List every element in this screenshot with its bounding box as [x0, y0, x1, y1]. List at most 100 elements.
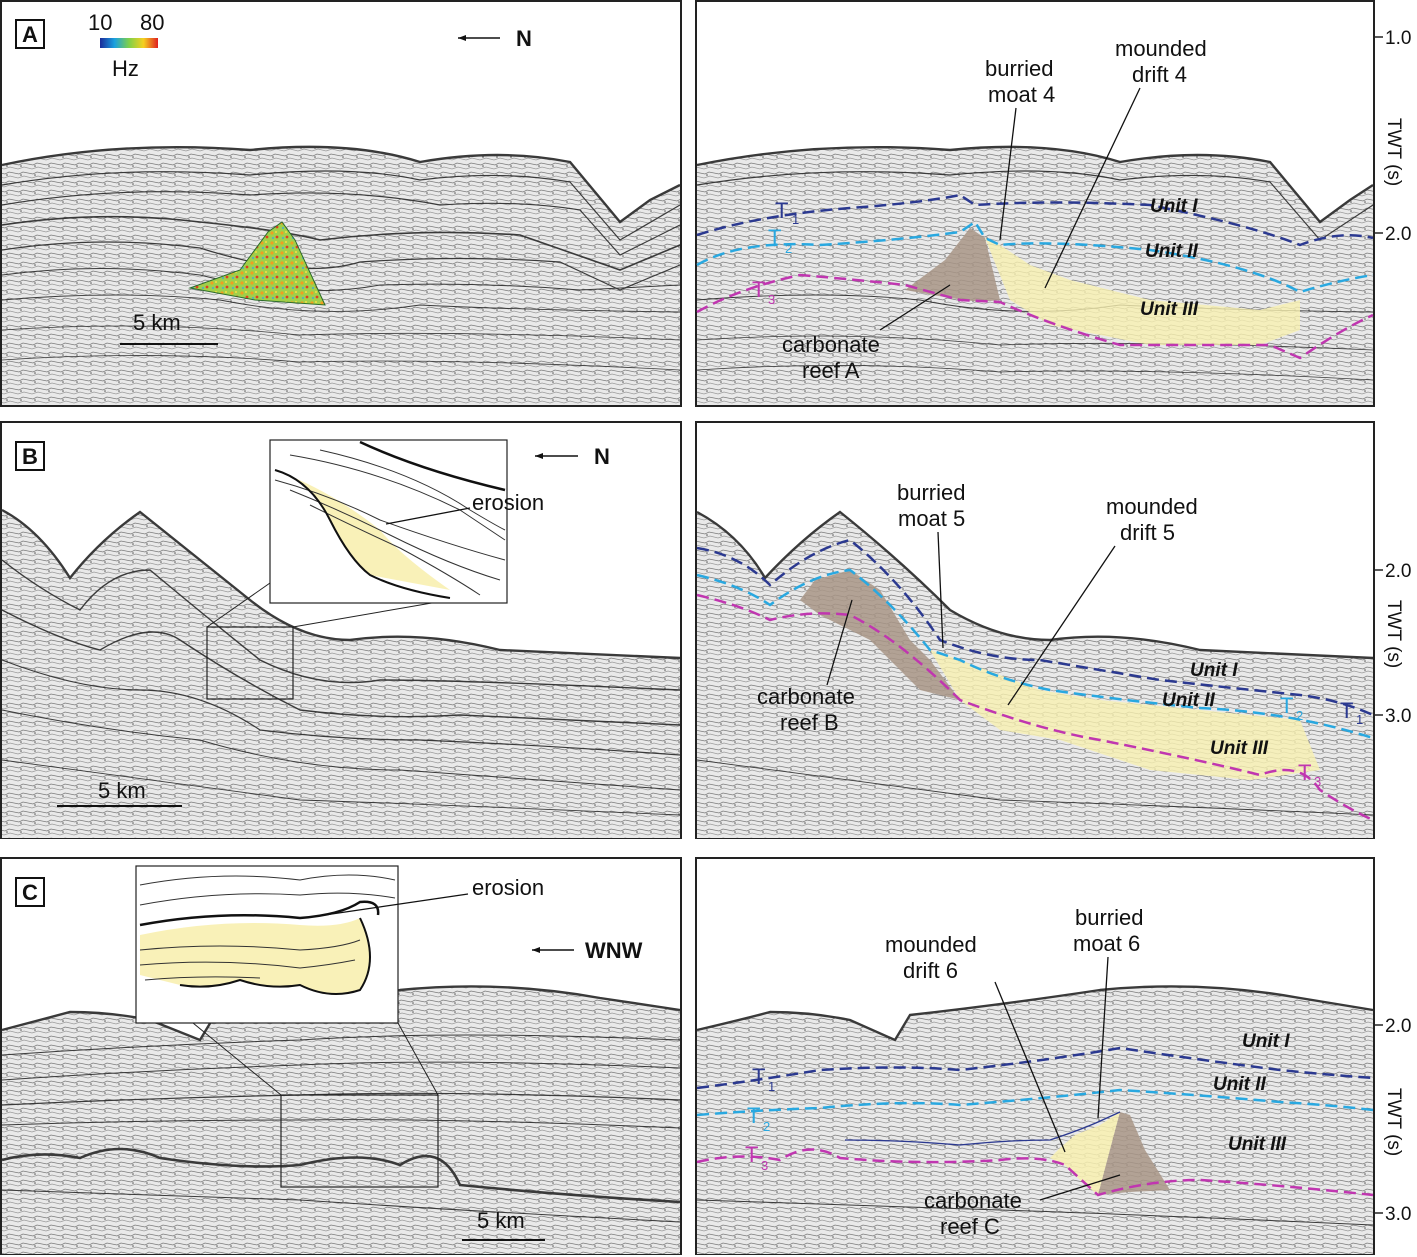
seismic-body	[2, 146, 680, 405]
panel-c-left-section: erosion C WNW 5 km	[0, 857, 682, 1255]
panel-a: A 10 80 Hz N 5 km	[0, 0, 1411, 407]
scale-bar-label: 5 km	[477, 1208, 525, 1233]
horizon-t2	[696, 568, 1374, 740]
reef-line1: carbonate	[757, 684, 855, 709]
horizon-t1	[696, 538, 1374, 717]
t3-label: T	[752, 277, 765, 302]
panel-letter-box: B	[15, 441, 45, 471]
horizon-t2	[696, 1088, 1374, 1117]
annotation-reef: carbonate reef A	[782, 284, 951, 383]
scale-bar: 5 km	[57, 778, 182, 807]
panel-letter-box: A	[15, 19, 45, 49]
panel-c-right-section: T 1 T 2 T 3 Unit I Unit II Unit III burr…	[695, 857, 1375, 1255]
frequency-anomaly	[188, 221, 326, 306]
direction-label: N	[516, 26, 532, 51]
panel-a-right-section: T 1 T 2 T 3 Unit I Unit II Unit III burr…	[695, 0, 1375, 407]
colorbar-min: 10	[88, 10, 112, 35]
tick-label: 2.0	[1385, 224, 1411, 245]
moat-line1: burried	[897, 480, 965, 505]
unit-labels: Unit I Unit II Unit III	[1140, 196, 1199, 320]
moat-line2: moat 6	[1073, 931, 1140, 956]
panel-a-left-section: A 10 80 Hz N 5 km	[0, 0, 682, 407]
horizon-labels: T 1 T 2 T 3	[752, 198, 799, 307]
direction-indicator: N	[458, 26, 532, 51]
scale-bar-label: 5 km	[133, 310, 181, 335]
tick-label: 3.0	[1385, 706, 1411, 727]
t1-sub: 1	[768, 1079, 775, 1094]
t1-label: T	[775, 198, 788, 223]
horizon-t1	[696, 193, 1374, 247]
horizon-labels: T 1 T 2 T 3	[1280, 693, 1363, 789]
drift-line1: mounded	[885, 932, 977, 957]
unit-i-label: Unit I	[1242, 1031, 1290, 1052]
axis-title: TWT (s)	[1383, 1088, 1404, 1156]
panel-letter: A	[22, 22, 38, 47]
moat-line1: burried	[985, 56, 1053, 81]
unit-iii-label: Unit III	[1228, 1134, 1287, 1155]
seismic-reflectors	[1, 508, 681, 816]
drift-line2: drift 4	[1132, 62, 1187, 87]
mounded-drift-fill	[985, 238, 1300, 345]
t2-sub: 2	[1296, 708, 1303, 723]
unit-ii-label: Unit II	[1162, 690, 1215, 711]
erosion-surface	[844, 1111, 1121, 1146]
tick-label: 2.0	[1385, 1016, 1411, 1037]
t3-label: T	[1298, 760, 1311, 785]
seismic-reflectors	[696, 985, 1374, 1226]
scale-bar: 5 km	[120, 310, 218, 345]
mounded-drift-fill	[930, 650, 1320, 780]
annotation-reef: carbonate reef C	[924, 1174, 1121, 1239]
inset-detail	[269, 439, 508, 604]
direction-label: N	[594, 444, 610, 469]
seismic-body	[2, 986, 680, 1254]
t2-sub: 2	[785, 241, 792, 256]
panel-b-left-section: erosion B N 5 km	[0, 421, 682, 839]
annotation-moat: burried moat 4	[985, 56, 1055, 241]
annotation-moat: burried moat 6	[1073, 905, 1143, 1119]
t2-label: T	[747, 1103, 760, 1128]
twt-axis: 2.0 3.0 TWT (s)	[1373, 422, 1411, 838]
horizon-t1	[696, 1046, 1374, 1090]
tick-label: 3.0	[1385, 1204, 1411, 1225]
reef-line1: carbonate	[782, 332, 880, 357]
t3-sub: 3	[761, 1158, 768, 1173]
t2-label: T	[768, 225, 781, 250]
unit-ii-label: Unit II	[1213, 1074, 1266, 1095]
annotation-drift: mounded drift 5	[1007, 494, 1198, 706]
t3-sub: 3	[1314, 774, 1321, 789]
unit-i-label: Unit I	[1190, 660, 1238, 681]
reef-line2: reef C	[940, 1214, 1000, 1239]
scale-bar-label: 5 km	[98, 778, 146, 803]
tick-label: 2.0	[1385, 561, 1411, 582]
direction-label: WNW	[585, 938, 643, 963]
panel-letter: C	[22, 880, 38, 905]
horizon-t3	[696, 593, 1374, 822]
drift-line1: mounded	[1106, 494, 1198, 519]
annotation-moat: burried moat 5	[897, 480, 965, 649]
carbonate-reef-fill	[1098, 1112, 1170, 1195]
carbonate-reef-fill	[800, 570, 960, 700]
horizon-labels: T 1 T 2 T 3	[745, 1064, 775, 1173]
inset-detail	[135, 865, 469, 1024]
colorbar-unit: Hz	[112, 56, 139, 81]
carbonate-reef-fill	[905, 228, 1000, 302]
axis-title: TWT (s)	[1383, 118, 1404, 186]
t2-label: T	[1280, 693, 1293, 718]
unit-iii-label: Unit III	[1210, 738, 1269, 759]
inset-source-box	[206, 626, 294, 700]
panel-letter-box: C	[15, 877, 45, 907]
t1-sub: 1	[792, 212, 799, 227]
colorbar-max: 80	[140, 10, 164, 35]
annotation-drift: mounded drift 6	[885, 932, 1066, 1153]
colorbar: 10 80 Hz	[88, 10, 164, 81]
annotation-drift: mounded drift 4	[1044, 36, 1207, 289]
inset-source-box	[280, 1094, 439, 1188]
t3-sub: 3	[768, 292, 775, 307]
t1-label: T	[1340, 698, 1353, 723]
direction-indicator: WNW	[532, 938, 643, 963]
horizon-t2	[696, 220, 1374, 294]
unit-labels: Unit I Unit II Unit III	[1162, 660, 1269, 759]
seismic-body	[697, 986, 1373, 1254]
drift-line1: mounded	[1115, 36, 1207, 61]
